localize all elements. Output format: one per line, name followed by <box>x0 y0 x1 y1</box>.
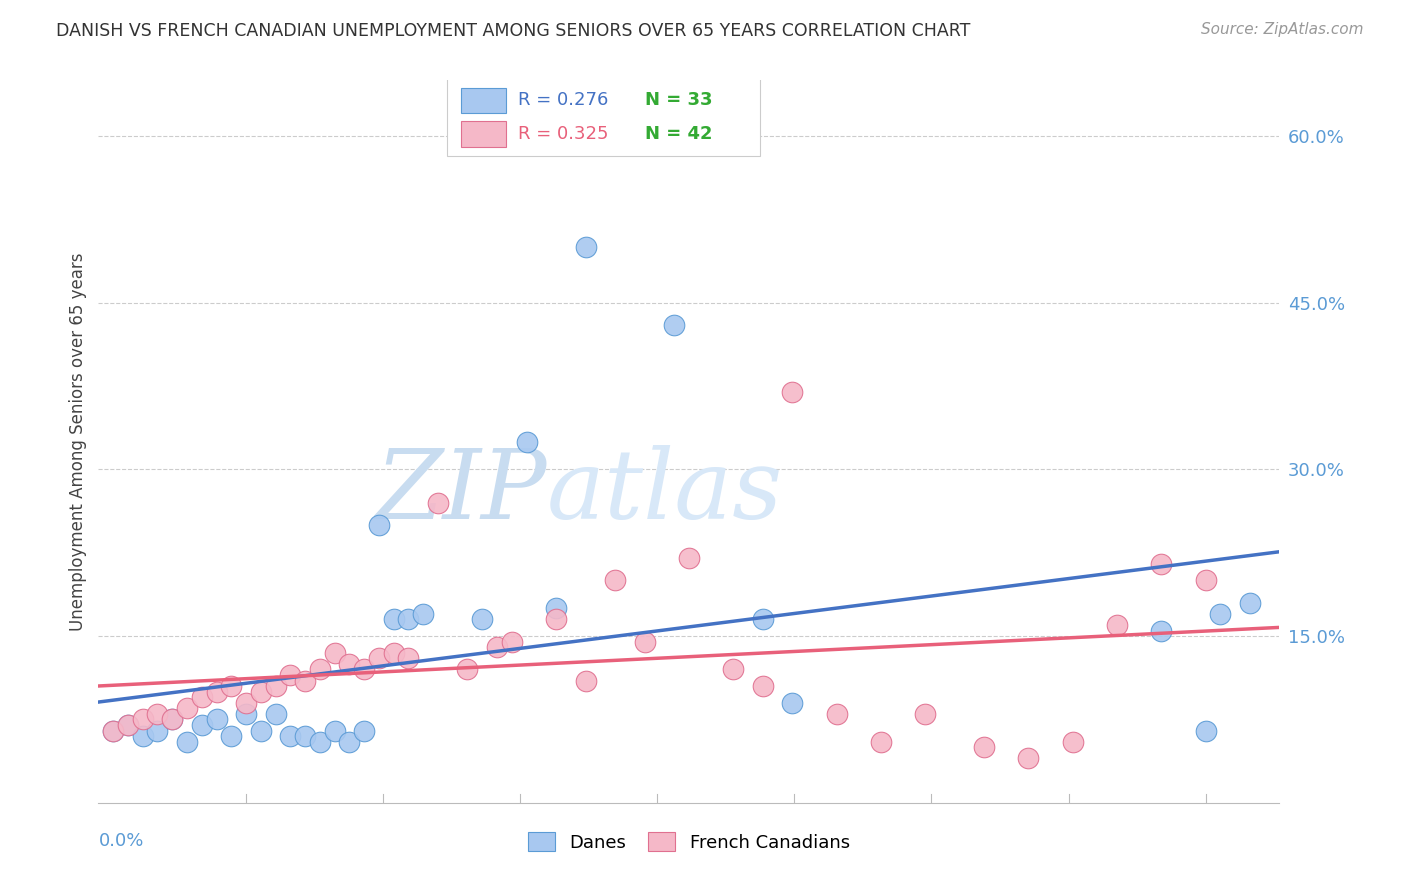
Point <box>382 646 405 660</box>
Point <box>205 713 228 727</box>
Point <box>162 713 183 727</box>
Point <box>264 706 287 721</box>
Point <box>294 729 316 743</box>
Point <box>1107 618 1129 632</box>
Point <box>501 634 523 648</box>
Text: ZIP: ZIP <box>375 445 547 539</box>
Point <box>191 718 214 732</box>
Point <box>752 612 775 626</box>
Point <box>176 701 198 715</box>
Point <box>723 662 745 676</box>
Point <box>132 713 155 727</box>
Point <box>368 517 391 532</box>
Point <box>309 662 332 676</box>
Text: DANISH VS FRENCH CANADIAN UNEMPLOYMENT AMONG SENIORS OVER 65 YEARS CORRELATION C: DANISH VS FRENCH CANADIAN UNEMPLOYMENT A… <box>56 22 970 40</box>
Point <box>176 734 198 748</box>
Point <box>634 634 657 648</box>
Point <box>146 723 169 738</box>
Point <box>825 706 848 721</box>
Text: R = 0.276: R = 0.276 <box>517 91 607 109</box>
Point <box>546 601 568 615</box>
Point <box>117 718 139 732</box>
Point <box>1062 734 1084 748</box>
Point <box>1195 723 1218 738</box>
Legend: Danes, French Canadians: Danes, French Canadians <box>520 825 858 859</box>
Y-axis label: Unemployment Among Seniors over 65 years: Unemployment Among Seniors over 65 years <box>69 252 87 631</box>
Point <box>280 668 302 682</box>
Text: N = 42: N = 42 <box>645 126 713 144</box>
Point <box>471 612 494 626</box>
Point <box>146 706 169 721</box>
Point <box>280 729 302 743</box>
Point <box>162 713 183 727</box>
Point <box>516 434 538 449</box>
Point <box>870 734 893 748</box>
Point <box>250 723 273 738</box>
Point <box>117 718 139 732</box>
Point <box>1150 624 1173 638</box>
Point <box>575 673 598 688</box>
Text: Source: ZipAtlas.com: Source: ZipAtlas.com <box>1201 22 1364 37</box>
Text: N = 33: N = 33 <box>645 91 713 109</box>
Point <box>323 646 346 660</box>
Point <box>221 679 243 693</box>
Point <box>103 723 125 738</box>
Point <box>132 729 155 743</box>
Point <box>678 551 700 566</box>
Point <box>264 679 287 693</box>
Point <box>205 684 228 698</box>
Point <box>250 684 273 698</box>
Point <box>427 496 450 510</box>
Point <box>1018 751 1040 765</box>
Point <box>191 690 214 705</box>
Point <box>368 651 391 665</box>
Bar <box>461 87 506 112</box>
Point <box>973 740 995 755</box>
Point <box>575 240 598 254</box>
Point <box>1195 574 1218 588</box>
Point <box>782 696 804 710</box>
Point <box>1209 607 1232 621</box>
Point <box>353 723 375 738</box>
Point <box>412 607 434 621</box>
Point <box>323 723 346 738</box>
Point <box>382 612 405 626</box>
Point <box>664 318 686 332</box>
Point <box>221 729 243 743</box>
Point <box>103 723 125 738</box>
Point <box>398 612 420 626</box>
Point <box>914 706 936 721</box>
Point <box>339 657 361 671</box>
Point <box>1239 596 1261 610</box>
Text: R = 0.325: R = 0.325 <box>517 126 609 144</box>
Point <box>398 651 420 665</box>
Text: 0.0%: 0.0% <box>98 831 143 850</box>
Point <box>546 612 568 626</box>
Point <box>457 662 479 676</box>
Point <box>605 574 627 588</box>
Point <box>782 384 804 399</box>
Point <box>486 640 509 655</box>
Point <box>1150 557 1173 571</box>
FancyBboxPatch shape <box>447 78 759 156</box>
Point <box>309 734 332 748</box>
Point <box>235 706 257 721</box>
Point <box>353 662 375 676</box>
Text: atlas: atlas <box>547 445 783 539</box>
Point <box>294 673 316 688</box>
Point <box>752 679 775 693</box>
Point <box>235 696 257 710</box>
Point <box>339 734 361 748</box>
Bar <box>461 121 506 147</box>
